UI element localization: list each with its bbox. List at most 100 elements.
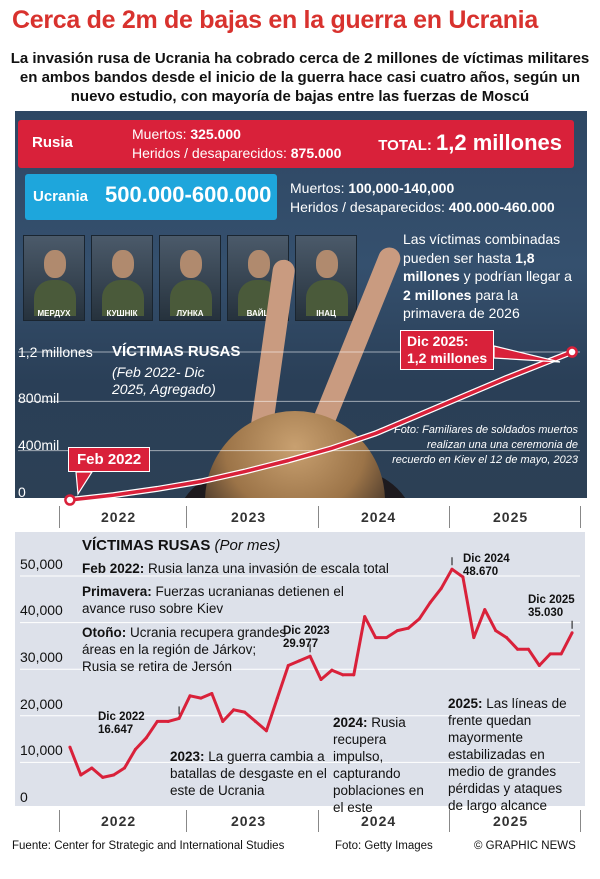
russia-deaths-label: Muertos: [132, 126, 187, 142]
bottom-ytick: 20,000 [20, 696, 63, 712]
start-callout-pointer [75, 471, 94, 496]
top-end-point [566, 346, 578, 358]
bottom-data-point [461, 575, 465, 579]
annotation-2025: 2025: Las líneas de frente quedan mayorm… [448, 696, 567, 813]
year-label: 2022 [101, 509, 137, 525]
bottom-data-point [188, 694, 192, 698]
bottom-data-point [363, 615, 367, 619]
annotation-spring: Primavera: Fuerzas ucranianas detienen e… [82, 584, 344, 616]
bottom-ytick: 10,000 [20, 742, 63, 758]
russia-total-label: TOTAL: [378, 137, 432, 154]
bottom-data-point [352, 673, 356, 677]
top-start-point [64, 494, 76, 506]
point-label-dic2023: Dic 2023 29.977 [283, 625, 330, 650]
bottom-data-point [199, 696, 203, 700]
year-label: 2024 [361, 509, 397, 525]
year-label: 2023 [231, 509, 267, 525]
russia-wounded: Heridos / desaparecidos: 875.000 [132, 145, 341, 161]
bottom-data-point [319, 678, 323, 681]
bottom-ytick: 50,000 [20, 556, 63, 572]
ukraine-range: 500.000-600.000 [105, 182, 272, 207]
year-label: 2022 [101, 813, 137, 829]
bottom-ytick: 0 [20, 789, 28, 805]
bottom-data-point [166, 719, 170, 723]
russia-box: Rusia Muertos: 325.000 Heridos / desapar… [18, 120, 574, 168]
year-label: 2025 [493, 813, 529, 829]
bottom-data-point [221, 719, 225, 723]
bottom-data-point [341, 673, 345, 677]
end-callout: Dic 2025: 1,2 millones [400, 330, 495, 370]
footer-brand: © GRAPHIC NEWS [474, 840, 576, 852]
portrait: КУШНІК [91, 235, 153, 321]
bottom-data-point [275, 696, 279, 700]
bottom-data-point [155, 719, 159, 723]
bottom-data-point [308, 654, 312, 658]
bottom-chart-title: VÍCTIMAS RUSAS (Por mes) [82, 537, 280, 554]
portrait-name: ВАЙЦ [246, 309, 270, 318]
photo-panel: МЕРДУХ КУШНІК ЛУНКА ВАЙЦ ІНАЦ [15, 111, 587, 498]
portrait-name: МЕРДУХ [37, 309, 71, 318]
bottom-data-point [559, 652, 563, 656]
photo-caption: Foto: Familiares de soldados muertos rea… [392, 424, 578, 466]
point-label-dic2022: Dic 2022 16.647 [98, 711, 145, 736]
bottom-data-point [297, 659, 301, 663]
bottom-data-point [439, 587, 443, 591]
start-callout: Feb 2022 [68, 447, 151, 472]
bottom-data-point [505, 636, 509, 640]
annotation-autumn: Otoño: Ucrania recupera grandes áreas en… [82, 625, 287, 674]
footer-source: Fuente: Center for Strategic and Interna… [12, 840, 285, 852]
bottom-data-point [516, 647, 519, 651]
portrait: ВАЙЦ [227, 235, 289, 321]
bottom-data-point [232, 708, 236, 712]
year-label: 2023 [231, 813, 267, 829]
bottom-data-point [395, 629, 399, 633]
page-subtitle: La invasión rusa de Ucrania ha cobrado c… [10, 50, 590, 105]
portrait-name: КУШНІК [106, 309, 138, 318]
footer-photo-credit: Foto: Getty Images [335, 840, 433, 852]
bottom-data-point [79, 773, 83, 777]
annotation-2023: 2023: La guerra cambia a batallas de des… [170, 749, 327, 798]
combined-note: Las víctimas combinadas pueden ser hasta… [403, 231, 572, 321]
end-callout-line1: Dic 2025: [407, 333, 469, 349]
bottom-data-point [254, 719, 257, 723]
memorial-portraits: МЕРДУХ КУШНІК ЛУНКА ВАЙЦ ІНАЦ [15, 229, 357, 329]
ukraine-label: Ucrania [33, 188, 89, 205]
end-callout-line2: 1,2 millones [407, 350, 488, 366]
russia-wounded-label: Heridos / desaparecidos: [132, 145, 287, 161]
russia-label: Rusia [32, 134, 73, 151]
year-axis-bottom: 2022 2023 2024 2025 [15, 810, 585, 832]
bottom-data-point [526, 647, 530, 651]
portrait: ІНАЦ [295, 235, 357, 321]
bottom-data-point [417, 617, 421, 621]
bottom-ytick: 30,000 [20, 649, 63, 665]
year-label: 2025 [493, 509, 529, 525]
portrait-name: ЛУНКА [176, 309, 204, 318]
russia-total: TOTAL: 1,2 millones [378, 130, 562, 156]
top-series-line [69, 350, 573, 502]
point-label-dic2024: Dic 2024 48.670 [463, 553, 510, 578]
bottom-data-point [90, 766, 94, 770]
ukraine-deaths: Muertos: 100,000-140,000 [290, 180, 454, 196]
year-label: 2024 [361, 813, 397, 829]
bottom-data-point [570, 631, 574, 635]
year-axis-top: 2022 2023 2024 2025 [15, 506, 585, 528]
russia-deaths: Muertos: 325.000 [132, 126, 241, 142]
portrait-name: ІНАЦ [316, 309, 336, 318]
bottom-data-point [286, 664, 290, 668]
bottom-data-point [133, 747, 137, 751]
bottom-data-point [177, 716, 181, 720]
point-label-dic2025: Dic 2025 35.030 [528, 594, 575, 619]
bottom-data-point [537, 664, 541, 668]
bottom-data-point [385, 636, 388, 640]
bottom-data-point [428, 601, 432, 605]
russia-total-value: 1,2 millones [436, 130, 562, 155]
bottom-data-point [483, 608, 487, 612]
bottom-data-point [472, 636, 476, 640]
bottom-ytick: 40,000 [20, 602, 63, 618]
bottom-data-point [144, 736, 148, 740]
bottom-data-point [123, 766, 126, 770]
annotation-2024: 2024: Rusia recupera impulso, capturando… [333, 715, 424, 815]
portrait: ЛУНКА [159, 235, 221, 321]
russia-deaths-value: 325.000 [190, 126, 241, 142]
